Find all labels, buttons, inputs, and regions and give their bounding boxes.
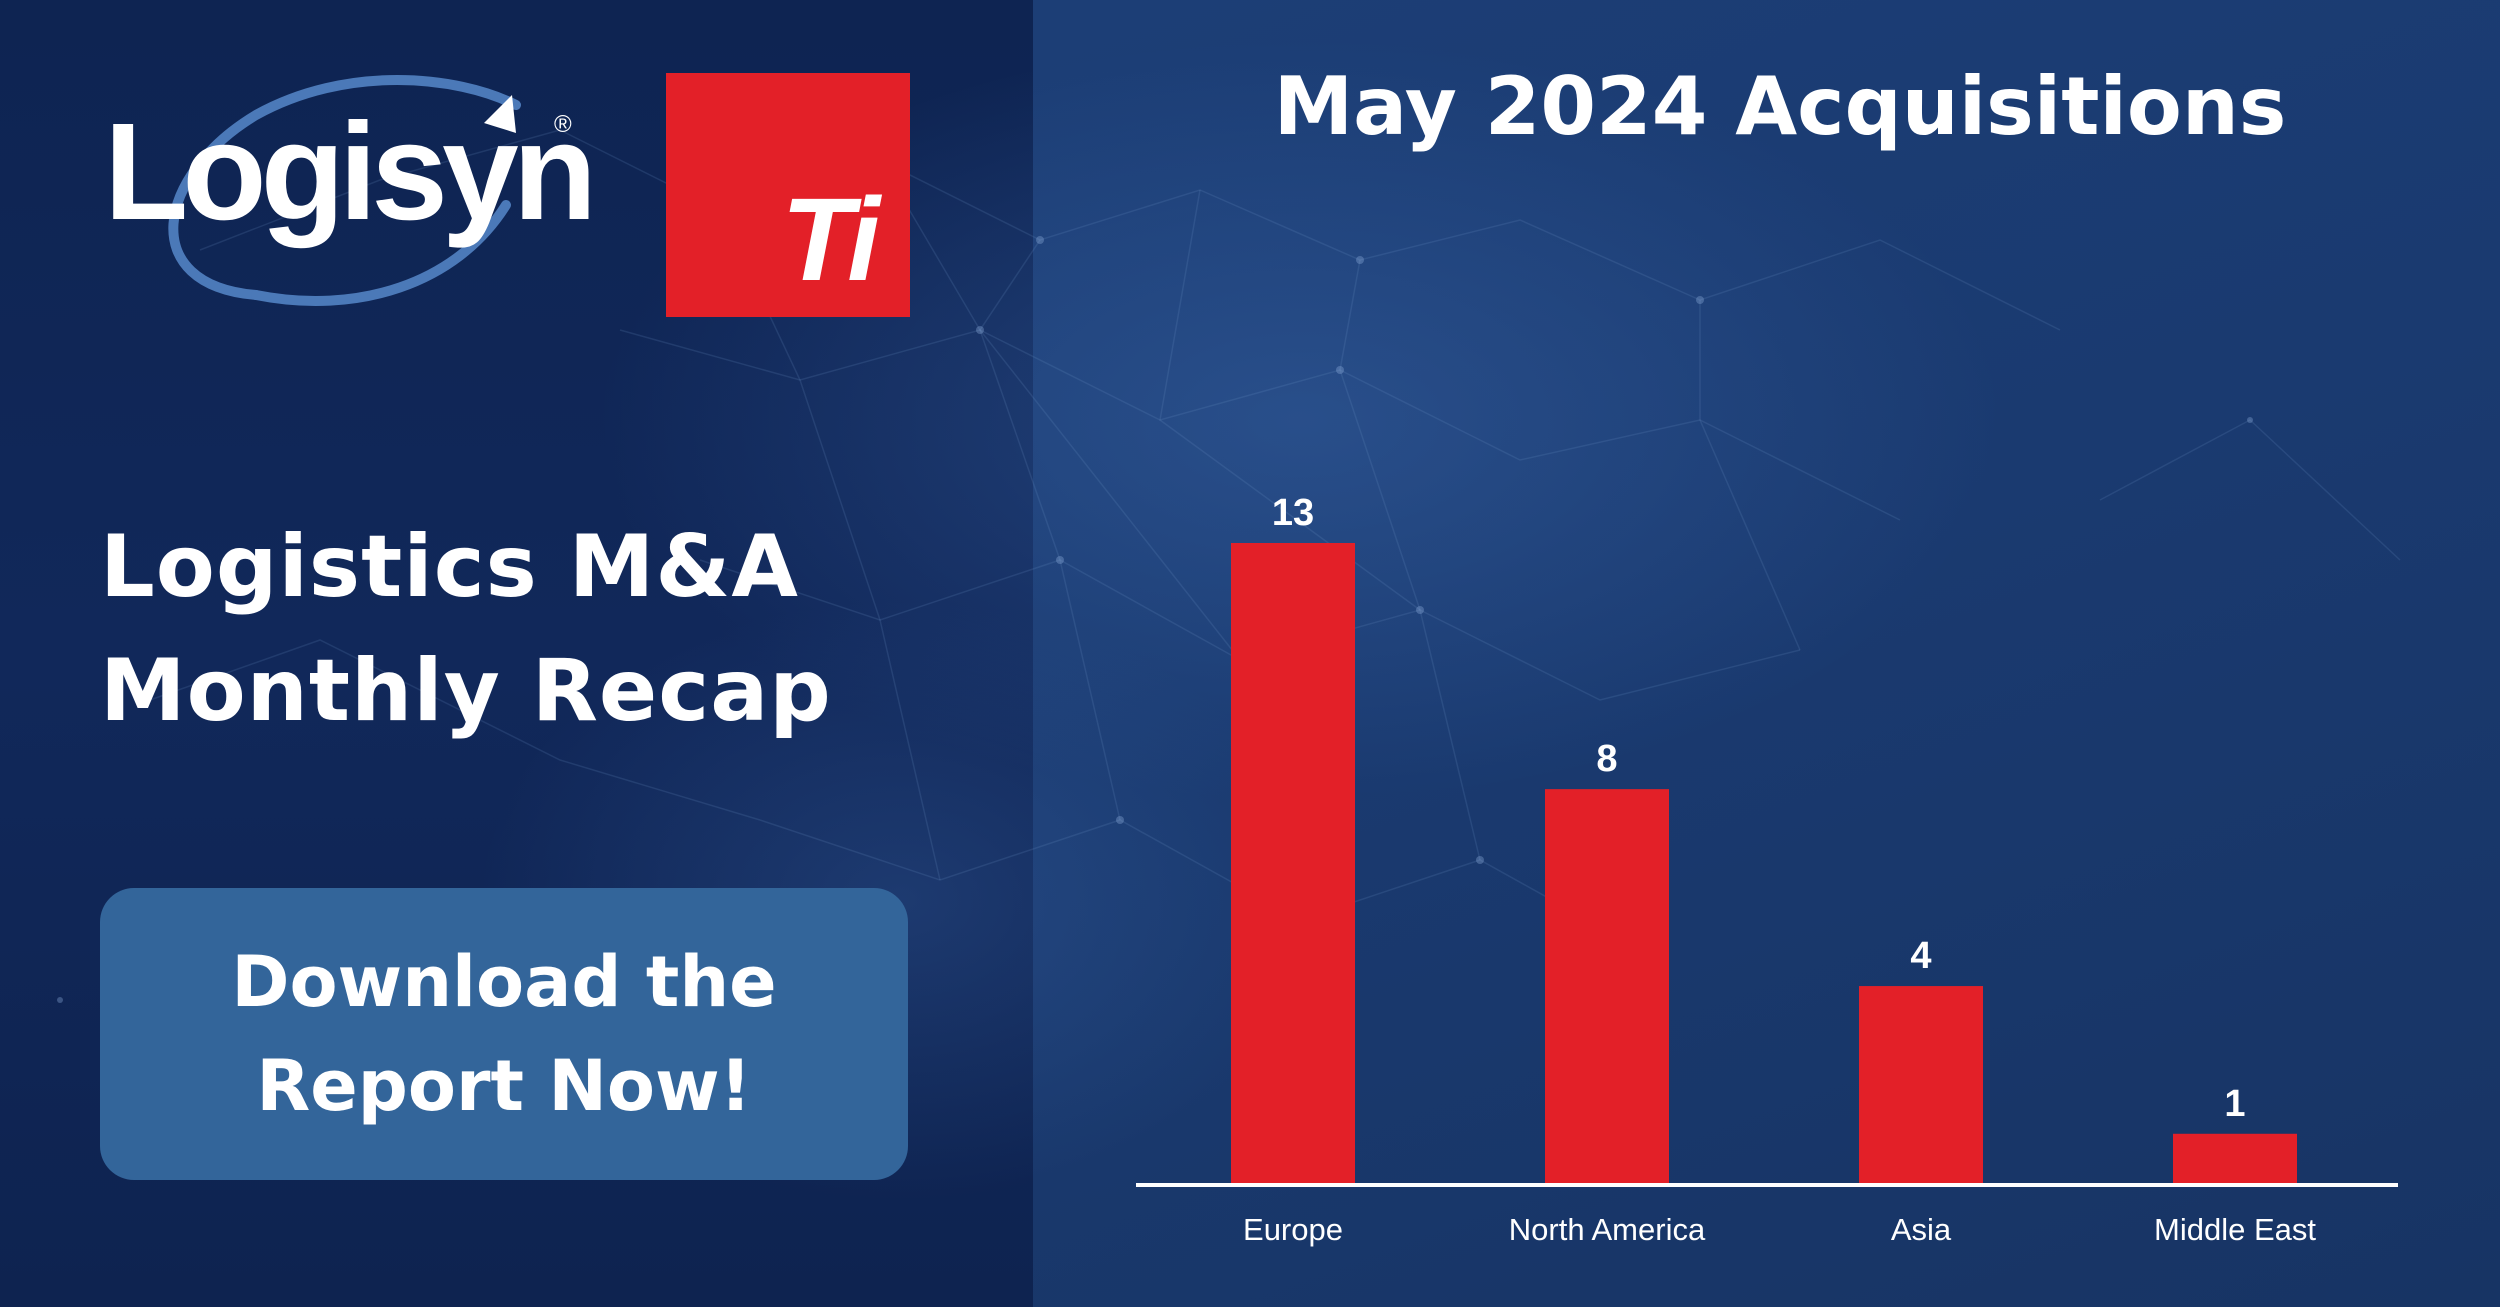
bar-value-label: 1 [2224,1083,2245,1125]
bar-asia [1859,986,1983,1183]
cta-line-2: Report Now! [256,1045,752,1127]
cta-line-1: Download the [231,941,777,1023]
headline-line-1: Logistics M&A [100,517,799,617]
bar-value-label: 13 [1272,492,1314,534]
registered-mark: ® [554,111,572,138]
category-label: Middle East [2154,1212,2316,1247]
bar-middle-east [2173,1133,2297,1183]
bar-value-label: 4 [1910,935,1931,977]
category-label: Asia [1891,1212,1952,1247]
bar-north-america [1545,789,1669,1183]
category-label: Europe [1243,1212,1343,1247]
ti-brand-badge: Ti [666,73,910,317]
logo-wordmark: Logisyn [104,95,597,249]
download-report-button[interactable]: Download the Report Now! [100,888,908,1180]
chart-title: May 2024 Acquisitions [1273,60,2287,153]
page-headline: Logistics M&A Monthly Recap [100,505,1000,753]
category-label: North America [1509,1212,1706,1247]
bar-value-label: 8 [1596,738,1617,780]
ti-badge-text: Ti [781,174,880,306]
logisyn-logo: Logisyn ® [96,55,597,325]
bar-europe [1231,543,1355,1183]
headline-line-2: Monthly Recap [100,641,832,741]
logo-swoosh-icon [168,75,521,306]
